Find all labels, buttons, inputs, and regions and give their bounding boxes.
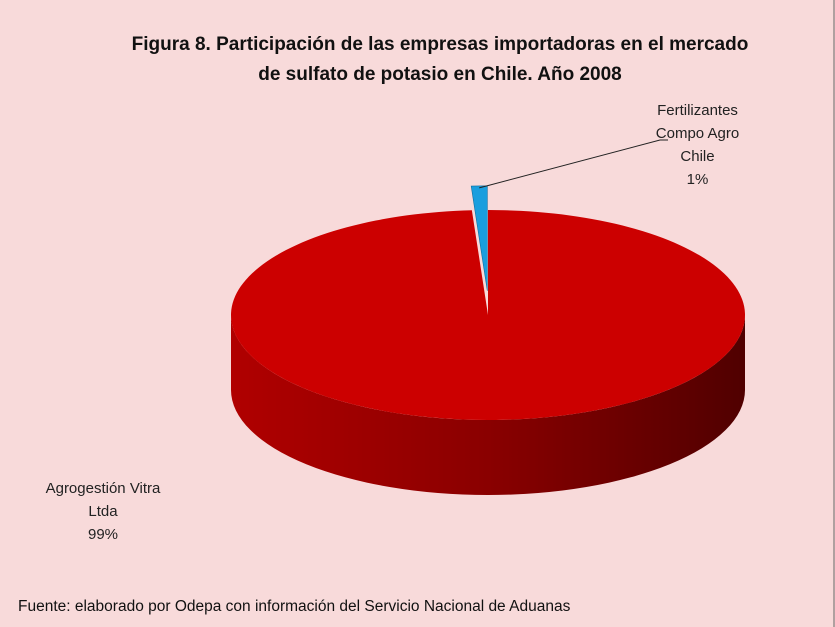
slice-side (231, 315, 745, 495)
slice-label: Fertilizantes Compo Agro Chile 1% (645, 99, 750, 191)
chart-title: Figura 8. Participación de las empresas … (131, 34, 749, 85)
slice (231, 210, 746, 420)
value-label: 99% (87, 526, 119, 543)
slice-label: Agrogestión Vitra Ltda 99% (38, 477, 168, 546)
value-label: 1% (686, 171, 709, 188)
category-label: Fertilizantes Compo Agro Chile (655, 102, 740, 165)
leader-line (479, 139, 668, 189)
source-note: Fuente: elaborado por Odepa con informac… (18, 598, 571, 615)
category-label: Agrogestión Vitra Ltda (45, 480, 161, 520)
